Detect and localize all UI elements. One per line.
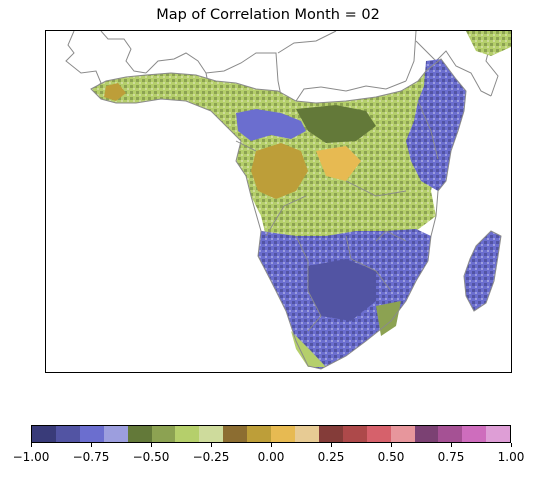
tick-label: −0.50 <box>132 450 170 464</box>
tick-mark <box>450 443 452 447</box>
colorbar-swatch <box>79 426 104 442</box>
tick-label: 0.25 <box>317 450 345 464</box>
tick-label: −0.75 <box>72 450 110 464</box>
map-title: Map of Correlation Month = 02 <box>156 7 380 23</box>
region-central-green <box>296 105 376 143</box>
colorbar-swatch <box>438 426 463 442</box>
tick-mark <box>510 443 512 447</box>
africa-correlation-map <box>65 31 511 370</box>
tick-mark <box>90 443 92 447</box>
tick-mark <box>330 443 332 447</box>
region-central-brown <box>251 143 308 199</box>
tick-label: −0.25 <box>192 450 230 464</box>
country-borders <box>235 100 439 332</box>
colorbar-swatch <box>247 426 272 442</box>
colorbar-swatch <box>294 426 319 442</box>
tick-mark <box>150 443 152 447</box>
tick-mark <box>30 443 32 447</box>
region-mozambique <box>376 301 401 336</box>
colorbar-swatch <box>271 426 295 442</box>
region-east-africa <box>406 59 466 191</box>
colorbar <box>31 425 511 443</box>
colorbar-swatch <box>318 426 343 442</box>
coastline <box>90 58 467 370</box>
region-west-brown <box>104 83 126 101</box>
colorbar-swatch <box>127 426 152 442</box>
region-central-brown-2 <box>316 146 361 181</box>
colorbar-swatch <box>55 426 80 442</box>
tick-label: −1.00 <box>12 450 50 464</box>
tick-mark <box>210 443 212 447</box>
map-panel <box>45 30 512 373</box>
colorbar-swatch <box>223 426 248 442</box>
colorbar-ticks: −1.00 −0.75 −0.50 −0.25 0.00 0.25 0.50 0.75 1.00 <box>13 443 524 473</box>
colorbar-swatch <box>462 426 487 442</box>
colorbar-swatch <box>103 426 128 442</box>
colorbar-swatch <box>366 426 391 442</box>
tick-label: 1.00 <box>497 450 525 464</box>
colorbar-swatch <box>342 426 367 442</box>
colorbar-swatch <box>414 426 439 442</box>
region-arabia <box>466 31 511 56</box>
region-kalahari <box>308 259 376 321</box>
region-madagascar <box>464 231 501 311</box>
colorbar-swatch <box>151 426 176 442</box>
colorbar-swatch <box>32 426 56 442</box>
tick-label: 0.50 <box>377 450 405 464</box>
colorbar-swatch <box>486 426 511 442</box>
tick-mark <box>270 443 272 447</box>
colorbar-swatch <box>199 426 224 442</box>
region-congo-blue <box>236 109 306 141</box>
tick-label: 0.00 <box>257 450 285 464</box>
colorbar-swatch <box>175 426 200 442</box>
tick-label: 0.75 <box>437 450 465 464</box>
colorbar-swatch <box>390 426 415 442</box>
tick-mark <box>390 443 392 447</box>
region-cape <box>291 331 326 367</box>
madagascar-outline <box>463 230 502 312</box>
